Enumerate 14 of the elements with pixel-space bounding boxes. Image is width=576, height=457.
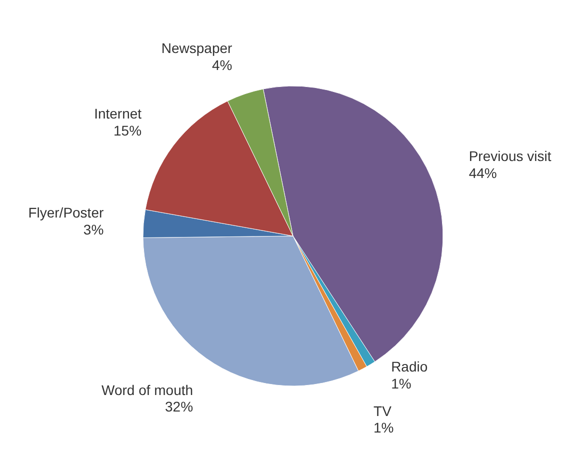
- slice-label: Word of mouth: [101, 382, 194, 398]
- data-label: 44%: [468, 165, 497, 182]
- data-label: 1%: [374, 420, 394, 436]
- data-label: 4%: [212, 56, 232, 73]
- slice-label: Flyer/Poster: [28, 204, 104, 220]
- data-label: 15%: [114, 122, 142, 138]
- data-label: 3%: [83, 221, 104, 238]
- slice-label: Previous visit: [468, 148, 552, 164]
- slice-label: Newspaper: [161, 40, 233, 56]
- slice-label: Radio: [391, 358, 428, 375]
- data-label: 32%: [165, 398, 194, 415]
- slice-label: TV: [374, 402, 392, 419]
- data-label: 1%: [391, 375, 412, 392]
- slice-label: Internet: [94, 105, 142, 122]
